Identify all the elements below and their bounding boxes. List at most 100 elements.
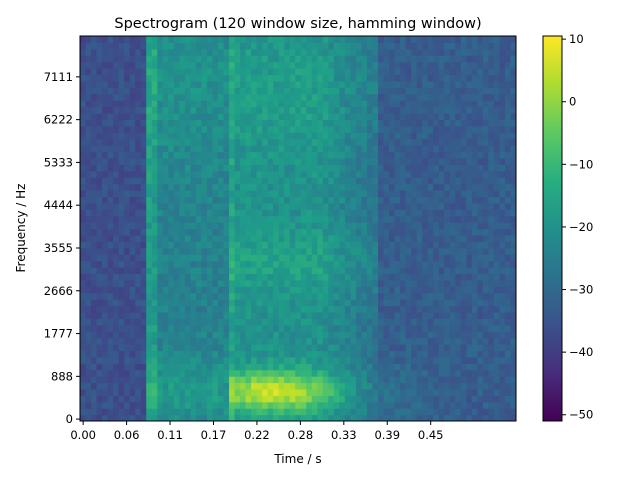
heatmap-cell: [449, 202, 456, 210]
heatmap-cell: [499, 113, 506, 121]
heatmap-cell: [278, 170, 285, 178]
y-tick-label: 3555: [44, 241, 73, 255]
heatmap-cell: [229, 228, 236, 236]
heatmap-cell: [135, 202, 142, 210]
heatmap-cell: [477, 234, 484, 242]
heatmap-cell: [411, 267, 418, 275]
heatmap-cell: [355, 87, 363, 95]
heatmap-cell: [91, 151, 98, 159]
heatmap-cell: [311, 311, 318, 319]
heatmap-cell: [405, 260, 412, 268]
heatmap-cell: [350, 279, 357, 287]
heatmap-cell: [378, 196, 385, 204]
heatmap-cell: [273, 408, 280, 416]
heatmap-cell: [157, 80, 164, 88]
heatmap-cell: [96, 388, 103, 396]
heatmap-cell: [262, 42, 269, 50]
heatmap-cell: [284, 61, 291, 69]
heatmap-cell: [295, 80, 302, 88]
heatmap-cell: [96, 119, 103, 127]
heatmap-cell: [113, 61, 120, 69]
heatmap-cell: [317, 68, 324, 76]
heatmap-cell: [173, 74, 180, 82]
heatmap-cell: [124, 234, 131, 242]
heatmap-cell: [311, 93, 318, 101]
heatmap-cell: [151, 74, 158, 82]
heatmap-cell: [400, 151, 407, 159]
heatmap-cell: [350, 222, 357, 230]
heatmap-cell: [273, 145, 280, 153]
heatmap-cell: [91, 113, 98, 121]
heatmap-cell: [455, 125, 462, 133]
heatmap-cell: [251, 356, 258, 364]
heatmap-cell: [328, 215, 335, 223]
heatmap-cell: [366, 132, 374, 140]
heatmap-cell: [488, 119, 495, 127]
heatmap-cell: [422, 318, 429, 326]
heatmap-cell: [300, 196, 307, 204]
heatmap-cell: [389, 157, 396, 165]
heatmap-cell: [118, 68, 125, 76]
heatmap-cell: [295, 318, 302, 326]
heatmap-cell: [273, 228, 280, 236]
heatmap-cell: [262, 80, 269, 88]
heatmap-cell: [273, 36, 280, 44]
heatmap-cell: [378, 382, 385, 390]
heatmap-cell: [124, 106, 131, 114]
heatmap-cell: [295, 401, 302, 409]
heatmap-cell: [184, 100, 191, 108]
heatmap-cell: [80, 234, 87, 242]
heatmap-cell: [449, 74, 456, 82]
heatmap-cell: [333, 87, 340, 95]
heatmap-cell: [278, 113, 285, 121]
heatmap-cell: [267, 356, 274, 364]
heatmap-cell: [113, 350, 120, 358]
heatmap-cell: [394, 408, 401, 416]
heatmap-cell: [339, 177, 346, 185]
heatmap-cell: [151, 292, 158, 300]
heatmap-cell: [488, 241, 495, 249]
heatmap-cell: [223, 202, 230, 210]
heatmap-cell: [96, 196, 103, 204]
heatmap-cell: [284, 196, 291, 204]
heatmap-cell: [113, 241, 120, 249]
heatmap-cell: [251, 376, 258, 384]
heatmap-cell: [317, 395, 324, 403]
heatmap-cell: [135, 177, 142, 185]
heatmap-cell: [444, 68, 451, 76]
heatmap-cell: [493, 344, 501, 352]
heatmap-cell: [383, 196, 390, 204]
heatmap-cell: [394, 247, 401, 255]
heatmap-cell: [306, 196, 313, 204]
heatmap-cell: [510, 100, 516, 108]
heatmap-cell: [350, 305, 357, 313]
heatmap-cell: [91, 279, 98, 287]
heatmap-cell: [449, 106, 456, 114]
heatmap-cell: [85, 292, 92, 300]
heatmap-cell: [251, 119, 258, 127]
heatmap-cell: [411, 279, 418, 287]
heatmap-cell: [411, 145, 418, 153]
heatmap-cell: [140, 260, 147, 268]
y-axis-label: Frequency / Hz: [14, 184, 28, 273]
heatmap-cell: [339, 344, 346, 352]
heatmap-cell: [151, 48, 158, 56]
heatmap-cell: [499, 36, 506, 44]
heatmap-cell: [306, 241, 313, 249]
heatmap-cell: [433, 376, 440, 384]
heatmap-cell: [80, 376, 87, 384]
heatmap-cell: [438, 145, 445, 153]
heatmap-cell: [223, 414, 230, 421]
heatmap-cell: [482, 234, 490, 242]
heatmap-cell: [157, 202, 164, 210]
heatmap-cell: [328, 363, 335, 371]
heatmap-cell: [129, 42, 136, 50]
heatmap-cell: [162, 324, 169, 332]
heatmap-cell: [339, 61, 346, 69]
heatmap-cell: [256, 299, 263, 307]
heatmap-cell: [146, 55, 153, 63]
heatmap-cell: [438, 356, 445, 364]
heatmap-cell: [372, 382, 379, 390]
heatmap-cell: [91, 292, 98, 300]
heatmap-cell: [427, 145, 434, 153]
